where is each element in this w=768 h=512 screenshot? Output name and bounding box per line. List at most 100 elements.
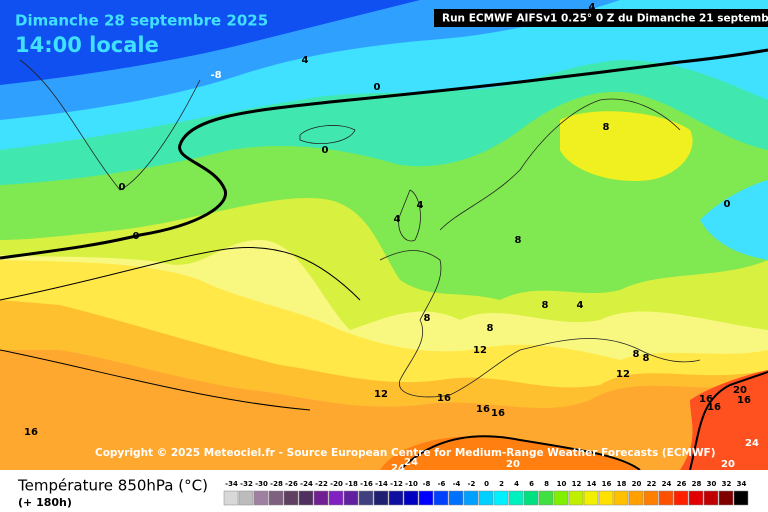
scale-swatch xyxy=(553,490,569,506)
scale-label: 12 xyxy=(572,480,582,488)
legend-lead: (+ 180h) xyxy=(18,496,72,509)
contour-label: 24 xyxy=(391,463,405,474)
scale-label: -30 xyxy=(255,480,268,488)
scale-label: -12 xyxy=(390,480,403,488)
contour-label: 4 xyxy=(394,214,401,225)
scale-swatch xyxy=(448,490,464,506)
scale-label: -2 xyxy=(468,480,476,488)
scale-swatch xyxy=(688,490,704,506)
run-info: Run ECMWF AIFSv1 0.25° 0 Z du Dimanche 2… xyxy=(442,13,768,25)
scale-swatch xyxy=(478,490,494,506)
contour-line xyxy=(689,371,768,471)
coastlines xyxy=(19,59,701,398)
cyan-east xyxy=(700,180,768,260)
scale-swatch xyxy=(703,490,719,506)
contour-label: 0 xyxy=(133,231,140,242)
contour-label: 8 xyxy=(515,235,522,246)
scale-swatch xyxy=(613,490,629,506)
scandinavia-warm xyxy=(560,111,693,181)
contour-label: 24 xyxy=(745,438,759,449)
scale-swatch xyxy=(388,490,404,506)
scale-swatch xyxy=(313,490,329,506)
copyright: Copyright © 2025 Meteociel.fr - Source E… xyxy=(95,447,716,459)
scale-label: -14 xyxy=(375,480,388,488)
map-background xyxy=(0,0,768,470)
contour-label: 12 xyxy=(473,345,487,356)
scale-label: -24 xyxy=(300,480,313,488)
date: Dimanche 28 septembre 2025 xyxy=(15,12,268,30)
scale-swatch xyxy=(673,490,689,506)
contour-label: 20 xyxy=(733,385,747,396)
coastline xyxy=(439,98,681,231)
contour-label: 16 xyxy=(737,395,751,406)
scale-label: -34 xyxy=(225,480,238,488)
scale-label: 18 xyxy=(617,480,627,488)
contour-label: 0 xyxy=(119,182,126,193)
scale-label: -28 xyxy=(270,480,283,488)
hot-region xyxy=(680,370,768,470)
contour-label: 4 xyxy=(577,300,584,311)
scale-label: 20 xyxy=(632,480,642,488)
scale-swatch xyxy=(283,490,299,506)
scale-label: 16 xyxy=(602,480,612,488)
scale-label: -4 xyxy=(453,480,461,488)
contour-label: 24 xyxy=(404,457,418,468)
scale-swatch xyxy=(343,490,359,506)
scale-label: -16 xyxy=(360,480,373,488)
scale-label: 34 xyxy=(737,480,747,488)
contour-label: 16 xyxy=(24,427,38,438)
contours xyxy=(0,48,768,471)
scale-swatch xyxy=(403,490,419,506)
contour-label: 4 xyxy=(417,200,424,211)
scale-swatch xyxy=(568,490,584,506)
contour-label: -8 xyxy=(210,70,221,81)
scale-swatch xyxy=(628,490,644,506)
scale-label: -8 xyxy=(423,480,431,488)
contour-label: 16 xyxy=(437,393,451,404)
legend-title: Température 850hPa (°C) xyxy=(17,477,208,495)
scale-swatch xyxy=(223,490,239,506)
scale-label: 2 xyxy=(499,480,504,488)
scale-label: -22 xyxy=(315,480,328,488)
scale-swatch xyxy=(583,490,599,506)
scale-label: 26 xyxy=(677,480,687,488)
britain xyxy=(398,189,421,242)
contour-label: 16 xyxy=(491,408,505,419)
contour-label: 8 xyxy=(603,122,610,133)
scale-label: 28 xyxy=(692,480,702,488)
scale-swatch xyxy=(598,490,614,506)
contour-label: 0 xyxy=(724,199,731,210)
scale-swatch xyxy=(373,490,389,506)
contour-label: 20 xyxy=(721,459,735,470)
scale-swatch xyxy=(733,490,749,506)
scale-label: 30 xyxy=(707,480,717,488)
run-box xyxy=(434,9,768,27)
contour-label: 12 xyxy=(616,369,630,380)
contour-line xyxy=(0,349,311,411)
contour-label: 16 xyxy=(707,402,721,413)
contour-label: 8 xyxy=(542,300,549,311)
contour-label: 8 xyxy=(633,349,640,360)
contour-label: 16 xyxy=(476,404,490,415)
scale-swatch xyxy=(643,490,659,506)
zero-contour xyxy=(0,48,768,260)
scale-label: 24 xyxy=(662,480,672,488)
scale-label: -20 xyxy=(330,480,343,488)
scale-swatch xyxy=(508,490,524,506)
scale-label: 6 xyxy=(529,480,534,488)
scale-label: 10 xyxy=(557,480,567,488)
scale-label: 22 xyxy=(647,480,657,488)
scale-swatch xyxy=(418,490,434,506)
scale-label: -10 xyxy=(405,480,418,488)
scale-label: 32 xyxy=(722,480,732,488)
scale-label: -26 xyxy=(285,480,298,488)
color-scale: -34 -32 -30 -28 -26 -24 -22 -20 -18 -16 -14 -12 -10-… xyxy=(223,480,749,506)
hot-africa xyxy=(380,436,640,470)
scale-swatch xyxy=(538,490,554,506)
contour-line xyxy=(0,246,361,301)
contour-label: 4 xyxy=(302,55,309,66)
iceland xyxy=(299,125,356,145)
